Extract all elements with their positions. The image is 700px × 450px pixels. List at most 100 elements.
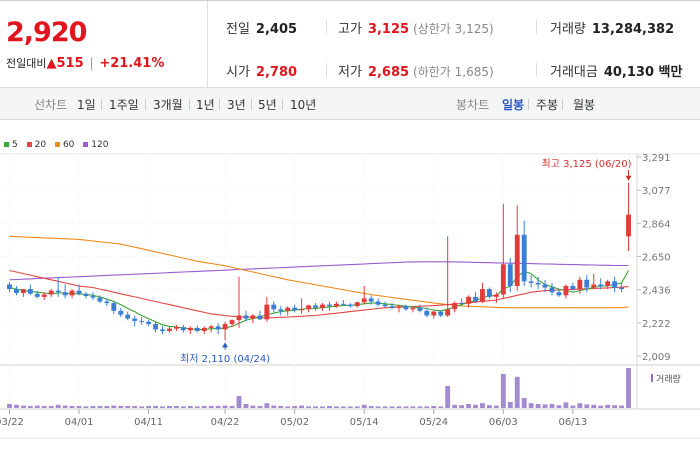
volume-bar bbox=[584, 404, 590, 408]
candle-body bbox=[69, 290, 75, 296]
tab-monthly[interactable]: 월봉 bbox=[573, 98, 596, 112]
volume-bar bbox=[264, 403, 270, 408]
volume-bar bbox=[160, 406, 165, 408]
moving-average-line bbox=[9, 270, 629, 331]
candle-body bbox=[292, 307, 298, 311]
change-row: 전일대비▲515 | +21.41% bbox=[6, 56, 165, 71]
volume-bar bbox=[201, 406, 207, 408]
volume-bar bbox=[333, 406, 339, 408]
volume-bar bbox=[250, 405, 256, 408]
candle-body bbox=[187, 327, 193, 331]
quote-header: 2,920 전일대비▲515 | +21.41% 전일 2,405 고가 3,125… bbox=[0, 0, 700, 88]
volume-bar bbox=[445, 386, 451, 408]
tab-3m[interactable]: 3개월 bbox=[153, 98, 183, 112]
tab-1w[interactable]: 1주일 bbox=[109, 98, 139, 112]
volume-bar bbox=[382, 406, 388, 408]
candle-body bbox=[229, 320, 235, 325]
volume-bar bbox=[528, 403, 534, 408]
volume-bar bbox=[7, 404, 12, 408]
tab-weekly[interactable]: 주봉 bbox=[536, 98, 559, 112]
candle-body bbox=[264, 304, 270, 320]
candle-body bbox=[153, 324, 158, 330]
candle-body bbox=[549, 287, 555, 293]
volume-bar bbox=[612, 405, 618, 408]
high-label: 고가 bbox=[338, 22, 362, 37]
open-label: 시가 bbox=[226, 65, 250, 80]
candle-body bbox=[466, 296, 471, 304]
candle-body bbox=[222, 324, 228, 330]
volume-bar bbox=[500, 374, 506, 408]
volume-bar bbox=[278, 406, 284, 408]
volume-bar bbox=[619, 405, 625, 408]
volume-bar bbox=[507, 402, 513, 408]
candle-body bbox=[591, 284, 597, 288]
candle-body bbox=[313, 305, 318, 308]
candle-body bbox=[507, 264, 513, 286]
volume-bar bbox=[41, 406, 47, 408]
candle-body bbox=[201, 327, 207, 332]
price-box: 2,920 전일대비▲515 | +21.41% bbox=[0, 1, 208, 88]
candle-body bbox=[563, 285, 569, 296]
upper-limit: (상한가 3,125) bbox=[413, 22, 494, 36]
volume-bar bbox=[285, 406, 291, 408]
min-price-annotation: 최저 2,110 (04/24) bbox=[180, 353, 270, 365]
volume-bar bbox=[459, 405, 465, 408]
volume-bar bbox=[417, 406, 423, 408]
volume-bar bbox=[187, 406, 193, 408]
candle-body bbox=[132, 318, 138, 321]
candle-body bbox=[27, 289, 33, 294]
volume-bar bbox=[326, 406, 332, 408]
volume-bar bbox=[20, 405, 26, 408]
tab-daily[interactable]: 일봉 bbox=[502, 98, 525, 112]
x-tick-label: 05/02 bbox=[280, 417, 309, 428]
volume-bar bbox=[125, 406, 131, 408]
volume-bar bbox=[347, 406, 353, 408]
candle-body bbox=[250, 315, 256, 319]
candle-body bbox=[403, 306, 409, 310]
tab-10y[interactable]: 10년 bbox=[290, 98, 317, 112]
y-tick-label: 2,222 bbox=[642, 319, 671, 330]
up-arrow-icon: ▲ bbox=[46, 56, 57, 71]
candle-body bbox=[375, 301, 381, 305]
volume-bar bbox=[236, 396, 242, 408]
low-label: 저가 bbox=[338, 65, 362, 80]
low-stat: 저가 2,685 (하한가 1,685) bbox=[338, 61, 494, 80]
candle-body bbox=[626, 214, 631, 237]
candle-body bbox=[410, 307, 416, 310]
volume-bar bbox=[111, 405, 117, 408]
volume-bar bbox=[153, 406, 158, 408]
candle-body bbox=[76, 290, 82, 294]
volume-bar bbox=[549, 404, 555, 408]
candle-body bbox=[215, 326, 221, 330]
tab-5y[interactable]: 5년 bbox=[258, 98, 277, 112]
candle-body bbox=[361, 298, 367, 303]
high-value: 3,125 bbox=[367, 22, 410, 37]
volume-bar bbox=[118, 406, 124, 408]
candle-body bbox=[528, 281, 534, 283]
volume-bar bbox=[375, 406, 381, 408]
change-label: 전일대비 bbox=[6, 57, 47, 70]
volume-bar bbox=[34, 405, 40, 408]
legend-ma60: 60 bbox=[54, 140, 74, 150]
amount-value: 40,130 백만 bbox=[603, 65, 683, 80]
candle-body bbox=[445, 309, 451, 316]
candle-body bbox=[20, 289, 26, 293]
candle-body bbox=[299, 309, 305, 311]
y-tick-label: 2,864 bbox=[642, 219, 671, 230]
volume-bar bbox=[431, 406, 437, 408]
tab-3y[interactable]: 3년 bbox=[227, 98, 246, 112]
tab-1y[interactable]: 1년 bbox=[196, 98, 215, 112]
volume-bar bbox=[257, 406, 263, 408]
x-tick-label: 06/03 bbox=[489, 417, 518, 428]
tab-1d[interactable]: 1일 bbox=[77, 98, 96, 112]
candle-body bbox=[556, 292, 562, 296]
candle-body bbox=[97, 297, 103, 302]
candle-body bbox=[431, 311, 437, 316]
line-chart-label: 선차트 bbox=[34, 98, 68, 112]
volume-bar bbox=[194, 406, 200, 408]
volume-stat: 거래량 13,284,382 bbox=[550, 18, 674, 37]
high-stat: 고가 3,125 (상한가 3,125) bbox=[338, 18, 494, 37]
candle-body bbox=[473, 296, 478, 302]
candle-body bbox=[521, 234, 527, 282]
candle-body bbox=[612, 281, 618, 288]
